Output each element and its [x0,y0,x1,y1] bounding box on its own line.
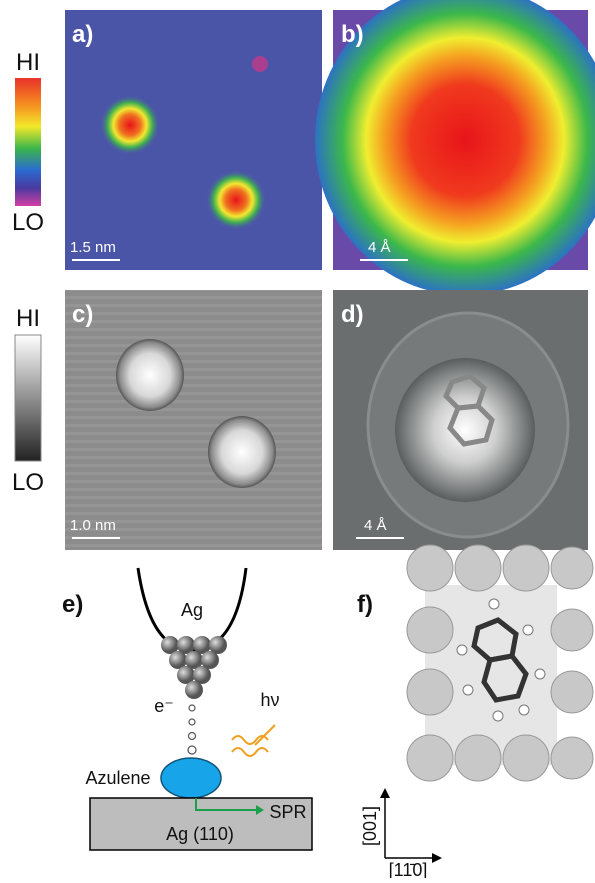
panel-e: e) Ag e⁻ hν Azulene SPR Ag (110) [62,568,312,850]
figure: HI LO a) 1.5 nm b) 4 Å HI LO c) 1.0 nm d… [0,0,595,878]
panel-label: c) [72,301,93,328]
panel-d: d) 4 Å [333,290,588,550]
panel-c: c) 1.0 nm [65,290,322,550]
tip-label: Ag [181,600,203,620]
scale-bar-label: 1.5 nm [70,239,116,256]
scale-bar-label: 4 Å [364,517,387,534]
panel-label: e) [62,591,83,618]
substrate-label: Ag (110) [166,824,234,844]
axis-label: [001] [360,806,380,846]
colorbar-high: HI [16,49,40,76]
panel-label: b) [341,21,364,48]
molecule-label: Azulene [85,768,150,788]
panel-label: a) [72,21,93,48]
electron-label: e⁻ [154,696,174,716]
colorbar-low: LO [12,209,44,236]
panel-b: b) 4 Å [315,0,595,295]
panel-label: f) [357,591,373,618]
panel-f: f) [001] [11̄0] [357,545,593,878]
scale-bar-label: 4 Å [368,239,391,256]
colorbar [15,335,41,461]
colorbar [15,78,41,206]
photon-label: hν [260,690,279,710]
axis-label: [11̄0] [389,860,428,878]
colorbar-high: HI [16,305,40,332]
plasmon-label: SPR [269,802,306,822]
panel-label: d) [341,301,364,328]
panel-a: a) 1.5 nm [65,10,322,270]
colorbar-low: LO [12,469,44,496]
scale-bar-label: 1.0 nm [70,517,116,534]
